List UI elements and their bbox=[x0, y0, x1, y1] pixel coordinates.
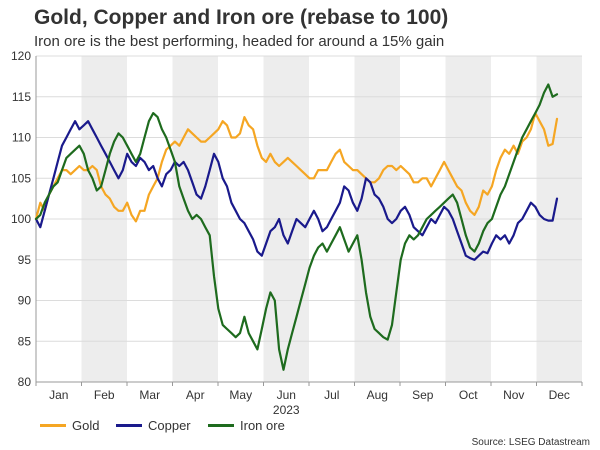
y-tick-label: 80 bbox=[18, 375, 32, 389]
x-tick-label-jul: Jul bbox=[324, 388, 339, 402]
series-line-iron-ore bbox=[34, 83, 559, 371]
legend-label-iron-ore: Iron ore bbox=[240, 418, 285, 433]
x-tick-label-feb: Feb bbox=[94, 388, 115, 402]
legend-item-gold: Gold bbox=[40, 418, 99, 433]
x-tick-label-aug: Aug bbox=[367, 388, 388, 402]
x-tick-label-sep: Sep bbox=[412, 388, 434, 402]
x-tick-label-oct: Oct bbox=[459, 388, 478, 402]
x-tick-label-jun: Jun bbox=[277, 388, 296, 402]
y-tick-label: 115 bbox=[12, 90, 31, 104]
x-tick-label-mar: Mar bbox=[139, 388, 160, 402]
legend-item-copper: Copper bbox=[116, 418, 191, 433]
legend-swatch-copper bbox=[116, 424, 142, 428]
chart-title: Gold, Copper and Iron ore (rebase to 100… bbox=[34, 6, 449, 29]
legend-swatch-iron-ore bbox=[208, 424, 234, 428]
y-tick-label: 105 bbox=[11, 171, 31, 185]
source-note: Source: LSEG Datastream bbox=[471, 437, 590, 448]
legend-swatch-gold bbox=[40, 424, 66, 428]
legend-label-copper: Copper bbox=[148, 418, 191, 433]
legend-label-gold: Gold bbox=[72, 418, 100, 433]
x-tick-label-apr: Apr bbox=[186, 388, 205, 402]
x-tick-label-jan: Jan bbox=[49, 388, 68, 402]
y-tick-label: 120 bbox=[11, 49, 31, 63]
series-line-gold bbox=[34, 112, 559, 223]
y-tick-label: 90 bbox=[18, 294, 32, 308]
series-line-copper bbox=[34, 120, 559, 261]
y-tick-label: 110 bbox=[12, 131, 31, 145]
y-tick-label: 95 bbox=[18, 253, 32, 267]
x-tick-label-nov: Nov bbox=[503, 388, 524, 402]
y-tick-label: 85 bbox=[18, 334, 32, 348]
x-tick-label-dec: Dec bbox=[549, 388, 570, 402]
chart-subtitle: Iron ore is the best performing, headed … bbox=[34, 33, 445, 50]
legend-item-iron-ore: Iron ore bbox=[208, 418, 285, 433]
x-year-label: 2023 bbox=[273, 403, 300, 417]
x-tick-label-may: May bbox=[229, 388, 252, 402]
y-tick-label: 100 bbox=[11, 212, 31, 226]
